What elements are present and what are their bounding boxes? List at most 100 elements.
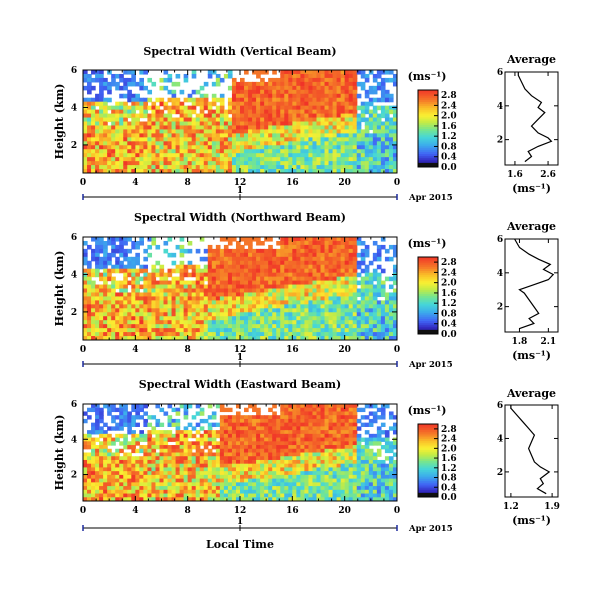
heatmap-cell bbox=[83, 145, 88, 150]
heatmap-cell bbox=[292, 426, 297, 431]
heatmap-cell bbox=[352, 101, 358, 107]
heatmap-cell bbox=[199, 320, 205, 325]
heatmap-cell bbox=[272, 89, 277, 95]
heatmap-cell bbox=[131, 101, 136, 107]
heatmap-cell bbox=[284, 260, 289, 266]
heatmap-cell bbox=[364, 137, 370, 142]
heatmap-cell bbox=[312, 304, 318, 309]
heatmap-cell bbox=[99, 418, 104, 424]
heatmap-cell bbox=[95, 260, 100, 266]
heatmap-cell bbox=[95, 97, 100, 103]
heatmap-cell bbox=[127, 467, 132, 472]
heatmap-cell bbox=[223, 415, 229, 420]
heatmap-cell bbox=[87, 497, 92, 501]
heatmap-cell bbox=[260, 296, 265, 301]
heatmap-cell bbox=[380, 304, 386, 309]
heatmap-cell bbox=[95, 157, 100, 162]
heatmap-cell bbox=[388, 324, 394, 329]
heatmap-cell bbox=[336, 133, 342, 138]
heatmap-cell bbox=[276, 296, 281, 301]
heatmap-cell bbox=[268, 93, 273, 99]
heatmap-cell bbox=[304, 437, 310, 442]
heatmap-cell bbox=[276, 437, 281, 442]
heatmap-cell bbox=[175, 497, 181, 501]
heatmap-cell bbox=[320, 471, 326, 476]
heatmap-cell bbox=[235, 316, 241, 321]
heatmap-cell bbox=[312, 471, 318, 476]
heatmap-cell bbox=[107, 474, 112, 480]
heatmap-cell bbox=[119, 157, 124, 162]
heatmap-cell bbox=[328, 244, 334, 250]
heatmap-cell bbox=[159, 320, 165, 325]
heatmap-cell bbox=[260, 149, 265, 154]
heatmap-cell bbox=[123, 320, 128, 325]
heatmap-cell bbox=[135, 244, 140, 250]
heatmap-cell bbox=[111, 73, 116, 79]
heatmap-cell bbox=[179, 280, 185, 286]
heatmap-cell bbox=[147, 244, 153, 250]
heatmap-cell bbox=[284, 463, 289, 469]
heatmap-cell bbox=[324, 407, 330, 413]
heatmap-cell bbox=[135, 448, 140, 454]
heatmap-cell bbox=[328, 448, 334, 454]
heatmap-cell bbox=[280, 482, 285, 487]
heatmap-cell bbox=[119, 411, 124, 416]
heatmap-cell bbox=[372, 300, 378, 305]
heatmap-cell bbox=[179, 441, 185, 446]
heatmap-cell bbox=[143, 433, 149, 439]
heatmap-cell bbox=[163, 411, 169, 416]
heatmap-cell bbox=[187, 463, 193, 469]
heatmap-cell bbox=[240, 288, 245, 294]
heatmap-cell bbox=[292, 256, 297, 262]
heatmap-cell bbox=[248, 272, 253, 278]
heatmap-cell bbox=[268, 482, 273, 487]
heatmap-cell bbox=[119, 433, 124, 439]
heatmap-cell bbox=[235, 276, 241, 282]
heatmap-cell bbox=[240, 463, 245, 469]
heatmap-cell bbox=[207, 157, 213, 162]
heatmap-cell bbox=[83, 165, 88, 170]
heatmap-cell bbox=[244, 430, 249, 435]
heatmap-cell bbox=[231, 433, 237, 439]
heatmap-cell bbox=[83, 456, 88, 461]
heatmap-cell bbox=[244, 407, 249, 413]
heatmap-cell bbox=[316, 316, 322, 321]
heatmap-cell bbox=[211, 300, 217, 305]
heatmap-cell bbox=[336, 288, 342, 294]
heatmap-cell bbox=[252, 81, 257, 87]
heatmap-cell bbox=[264, 471, 269, 476]
heatmap-cell bbox=[215, 445, 221, 450]
heatmap-cell bbox=[356, 161, 362, 166]
heatmap-cell bbox=[256, 70, 261, 75]
heatmap-cell bbox=[83, 153, 88, 158]
heatmap-cell bbox=[99, 133, 104, 138]
heatmap-cell bbox=[288, 252, 293, 258]
heatmap-cell bbox=[256, 486, 261, 491]
heatmap-cell bbox=[87, 308, 92, 313]
heatmap-cell bbox=[231, 77, 237, 83]
heatmap-cell bbox=[139, 467, 144, 472]
heatmap-cell bbox=[240, 101, 245, 107]
heatmap-cell bbox=[264, 256, 269, 262]
heatmap-cell bbox=[372, 125, 378, 131]
heatmap-cell bbox=[316, 153, 322, 158]
heatmap-cell bbox=[308, 113, 314, 119]
heatmap-cell bbox=[231, 109, 237, 115]
heatmap-cell bbox=[211, 456, 217, 461]
heatmap-cell bbox=[107, 437, 112, 442]
heatmap-cell bbox=[203, 105, 209, 111]
heatmap-cell bbox=[111, 77, 116, 83]
heatmap-cell bbox=[376, 280, 382, 286]
heatmap-cell bbox=[284, 471, 289, 476]
heatmap-cell bbox=[175, 418, 181, 424]
heatmap-cell bbox=[244, 141, 249, 146]
heatmap-cell bbox=[91, 404, 96, 409]
heatmap-cell bbox=[284, 296, 289, 301]
heatmap-cell bbox=[260, 316, 265, 321]
heatmap-cell bbox=[167, 157, 173, 162]
heatmap-cell bbox=[368, 141, 374, 146]
heatmap-cell bbox=[332, 153, 338, 158]
heatmap-cell bbox=[276, 292, 281, 298]
heatmap-cell bbox=[316, 456, 322, 461]
heatmap-cell bbox=[175, 125, 181, 131]
